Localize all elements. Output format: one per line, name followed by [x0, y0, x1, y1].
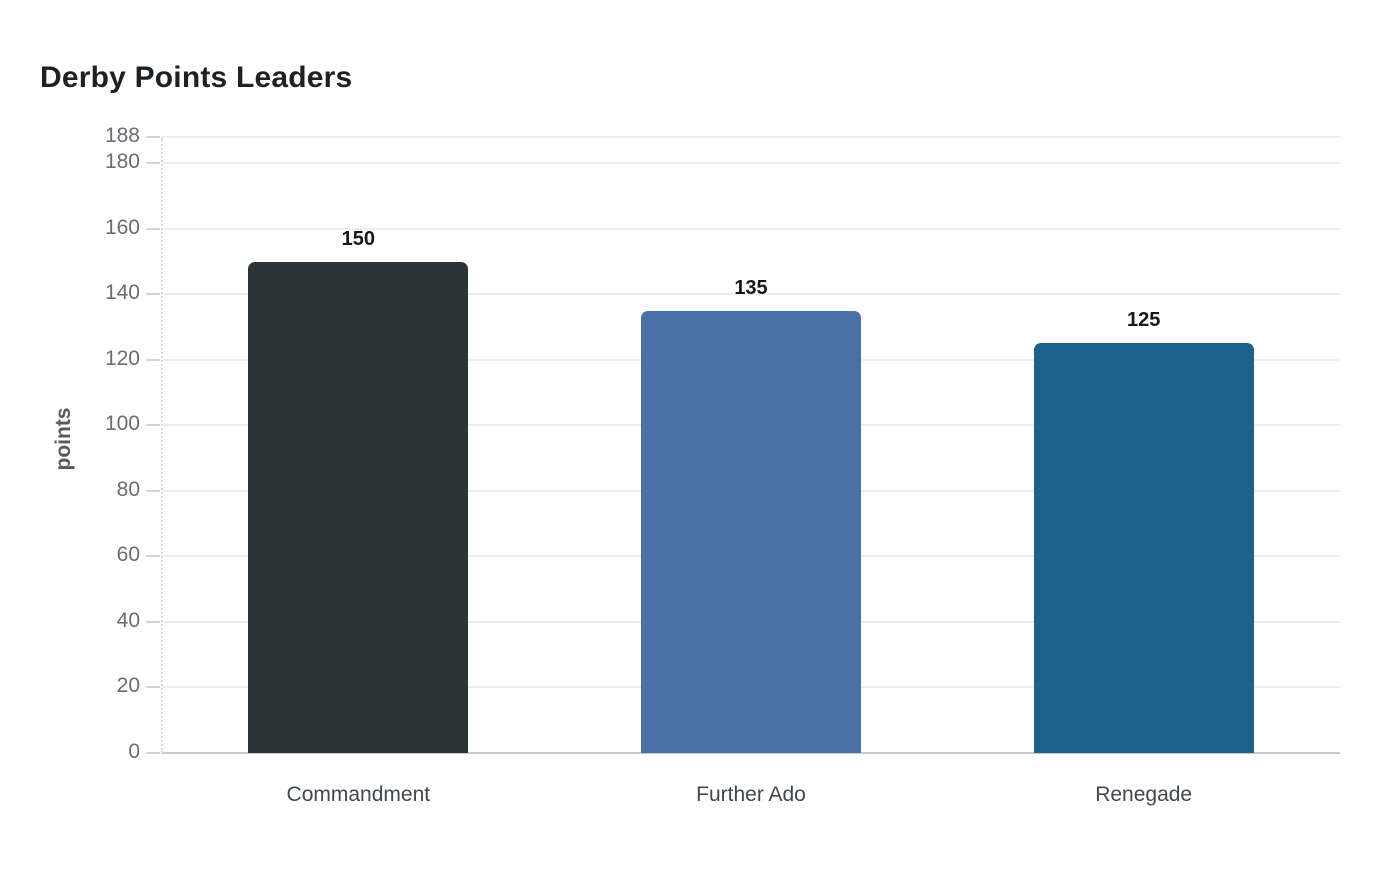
y-tick-mark: [146, 752, 160, 754]
y-tick-label: 160: [104, 215, 140, 239]
y-tick-label: 188: [104, 124, 140, 147]
x-category-label: Further Ado: [696, 783, 806, 806]
bar-value-label: 150: [341, 227, 376, 250]
y-tick-mark: [146, 555, 160, 558]
y-gridline: [162, 136, 1340, 138]
y-gridline: [162, 227, 1340, 230]
y-tick-mark: [146, 162, 160, 165]
y-gridline: [162, 293, 1340, 296]
y-tick-label: 140: [104, 281, 140, 305]
y-tick-mark: [146, 227, 160, 230]
y-tick-label: 180: [104, 150, 140, 174]
y-tick-label: 40: [116, 608, 140, 632]
y-tick-mark: [146, 293, 160, 296]
y-gridline: [162, 162, 1340, 165]
y-tick-mark: [146, 136, 160, 138]
y-tick-mark: [146, 358, 160, 361]
bar-renegade: [1033, 343, 1254, 753]
y-tick-mark: [146, 620, 160, 623]
x-category-label: Renegade: [1095, 783, 1193, 806]
y-tick-mark: [146, 424, 160, 427]
bar-further-ado: [641, 310, 861, 753]
y-tick-label: 120: [104, 346, 140, 370]
y-axis-line: [161, 137, 163, 753]
bar-commandment: [248, 261, 469, 753]
y-tick-label: 100: [104, 412, 140, 436]
bar-value-label: 125: [1126, 309, 1161, 332]
y-tick-label: 60: [116, 543, 140, 567]
x-category-label: Commandment: [286, 783, 431, 806]
y-tick-mark: [146, 686, 160, 689]
y-tick-label: 20: [116, 674, 140, 698]
bar-value-label: 135: [734, 276, 768, 299]
y-tick-label: 80: [116, 477, 140, 501]
y-tick-mark: [146, 489, 160, 492]
x-axis-line: [162, 752, 1340, 754]
y-tick-label: 0: [128, 740, 140, 763]
chart-title: Derby Points Leaders: [40, 61, 353, 94]
